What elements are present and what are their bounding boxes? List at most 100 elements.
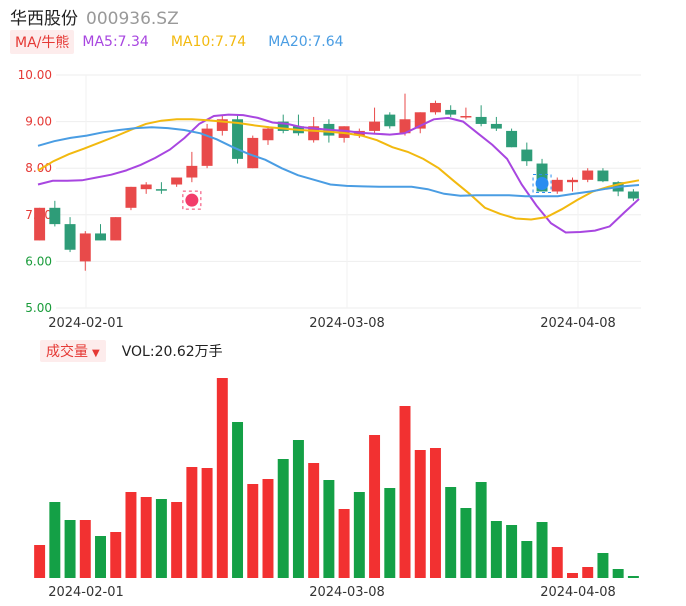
volume-bar — [125, 492, 137, 578]
ma10-legend: MA10:7.74 — [170, 34, 247, 50]
volume-bar — [110, 532, 122, 578]
volume-bar — [521, 541, 533, 578]
volume-bar — [79, 520, 91, 578]
volume-bar — [34, 545, 46, 578]
candle-body — [140, 184, 152, 190]
bear-badge-icon-frame — [532, 174, 552, 193]
volume-bar — [155, 499, 167, 578]
volume-bar — [536, 522, 548, 578]
volume-bar — [292, 440, 304, 578]
candle-body — [186, 165, 198, 178]
candle-body — [490, 123, 502, 129]
volume-bar — [247, 484, 259, 578]
volume-bar — [323, 480, 335, 578]
x-tick-label: 2024-02-01 — [48, 316, 124, 331]
bull-badge-icon-frame — [182, 190, 202, 210]
volume-bar — [216, 378, 228, 578]
volume-bar — [460, 508, 472, 578]
candle-body — [582, 170, 594, 180]
volume-bar — [353, 492, 365, 578]
volume-bar — [627, 576, 639, 578]
volume-bar — [475, 482, 487, 578]
stock-name: 华西股份 — [10, 9, 78, 29]
candle-body — [506, 130, 518, 148]
y-tick-label: 10.00 — [18, 68, 52, 82]
volume-bar — [429, 448, 441, 578]
ma5-line — [37, 113, 640, 234]
volume-bar — [582, 567, 594, 578]
volume-tag-label: 成交量 — [46, 344, 88, 360]
volume-bar — [201, 468, 213, 578]
candle-body — [110, 217, 122, 241]
volume-bar — [597, 553, 609, 578]
volume-bar — [140, 497, 152, 578]
candle-body — [247, 137, 259, 169]
bear-badge-icon — [535, 177, 549, 190]
y-tick-label: 8.00 — [25, 161, 52, 175]
candle-body — [262, 128, 274, 141]
candle-body — [369, 121, 381, 131]
candle-body — [216, 119, 228, 131]
x-tick-label: 2024-04-08 — [540, 316, 616, 331]
candle-body — [475, 116, 487, 124]
candle-body — [155, 189, 167, 191]
stock-code: 000936.SZ — [86, 9, 179, 29]
candle-body — [49, 207, 61, 225]
candle-body — [232, 119, 244, 159]
volume-bar — [612, 569, 624, 578]
volume-bar — [414, 450, 426, 578]
volume-bar — [171, 502, 183, 578]
candle-body — [95, 233, 106, 241]
bull-badge-icon — [185, 193, 199, 207]
volume-bar — [384, 488, 396, 578]
caret-down-icon: ▼ — [92, 348, 100, 359]
volume-bar — [277, 459, 289, 578]
candle-body — [521, 149, 533, 162]
y-tick-label: 6.00 — [25, 254, 52, 268]
candle-body — [277, 121, 289, 131]
ma20-line — [37, 126, 640, 198]
ma-legend: MA/牛熊 MA5:7.34 MA10:7.74 MA20:7.64 — [10, 30, 366, 54]
volume-bar — [186, 467, 198, 578]
candle-body — [34, 207, 46, 241]
volume-bar — [567, 573, 578, 578]
volume-bar — [369, 435, 381, 578]
candle-body — [201, 128, 213, 166]
candle-body — [399, 119, 411, 134]
volume-legend: 成交量 ▼ VOL:20.62万手 — [40, 340, 223, 362]
x-tick-label: 2024-03-08 — [309, 316, 385, 331]
volume-indicator-selector[interactable]: 成交量 ▼ — [40, 340, 106, 362]
x-tick-label: 2024-02-01 — [48, 585, 124, 600]
y-tick-label: 9.00 — [25, 115, 52, 129]
candle-body — [414, 112, 426, 129]
stock-header: 华西股份 000936.SZ — [10, 4, 179, 29]
volume-bar — [49, 502, 61, 578]
volume-bar — [308, 463, 320, 578]
ma-indicator-selector[interactable]: MA/牛熊 — [10, 30, 75, 54]
candle-body — [460, 116, 472, 118]
volume-bar — [490, 521, 502, 578]
volume-bar — [64, 520, 76, 578]
volume-value: VOL:20.62万手 — [121, 344, 223, 360]
volume-bar — [399, 406, 411, 578]
candle-body — [551, 179, 563, 192]
x-tick-label: 2024-04-08 — [540, 585, 616, 600]
candle-body — [338, 126, 350, 138]
candle-body — [384, 114, 396, 127]
candle-body — [171, 177, 183, 185]
volume-bar — [232, 422, 244, 578]
candle-body — [429, 102, 441, 113]
candle-body — [79, 233, 91, 262]
candle-body — [445, 109, 457, 115]
candle-body — [64, 224, 76, 250]
volume-bar — [95, 536, 106, 578]
candle-body — [567, 179, 578, 183]
volume-bar — [262, 479, 274, 578]
y-tick-label: 5.00 — [25, 301, 52, 315]
x-tick-label: 2024-03-08 — [309, 585, 385, 600]
candle-body — [125, 186, 137, 208]
ma5-legend: MA5:7.34 — [82, 34, 149, 50]
volume-bar — [445, 487, 457, 578]
volume-bar — [551, 547, 563, 578]
